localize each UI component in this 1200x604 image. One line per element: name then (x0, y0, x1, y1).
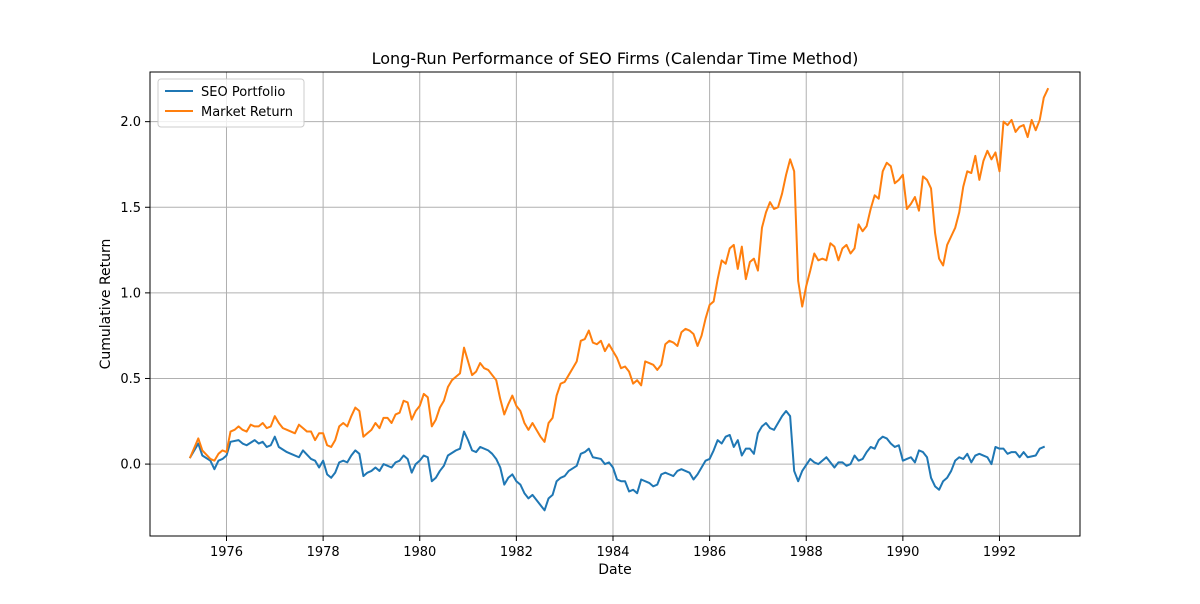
legend-box (157, 78, 305, 128)
x-tick-label: 1984 (596, 545, 629, 560)
x-tick-label: 1988 (790, 545, 823, 560)
y-axis-label: Cumulative Return (98, 239, 114, 370)
legend-label-seo-portfolio: SEO Portfolio (201, 85, 285, 100)
x-axis-label: Date (598, 562, 631, 578)
legend-label-market-return: Market Return (201, 105, 293, 120)
chart-title: Long-Run Performance of SEO Firms (Calen… (372, 49, 859, 68)
y-tick-label: 1.5 (120, 201, 141, 216)
y-tick-label: 0.0 (120, 458, 141, 473)
grid (150, 72, 1080, 536)
ticks: 1976 1978 1980 1982 1984 1986 1988 1990 1992 0.0 0… (120, 115, 1016, 560)
x-tick-label: 1980 (403, 545, 436, 560)
legend: SEO Portfolio Market Return (157, 78, 305, 128)
x-tick-label: 1992 (983, 545, 1016, 560)
series-layer (188, 87, 1050, 512)
series-line-seo-portfolio (188, 410, 1046, 512)
x-tick-label: 1982 (500, 545, 533, 560)
y-tick-label: 2.0 (120, 115, 141, 130)
x-tick-label: 1986 (693, 545, 726, 560)
y-tick-label: 0.5 (120, 372, 141, 387)
y-tick-label: 1.0 (120, 286, 141, 301)
plot-frame (149, 71, 1081, 537)
x-tick-label: 1990 (886, 545, 919, 560)
series-line-market-return (188, 87, 1050, 462)
x-tick-label: 1978 (307, 545, 340, 560)
x-tick-label: 1976 (210, 545, 243, 560)
